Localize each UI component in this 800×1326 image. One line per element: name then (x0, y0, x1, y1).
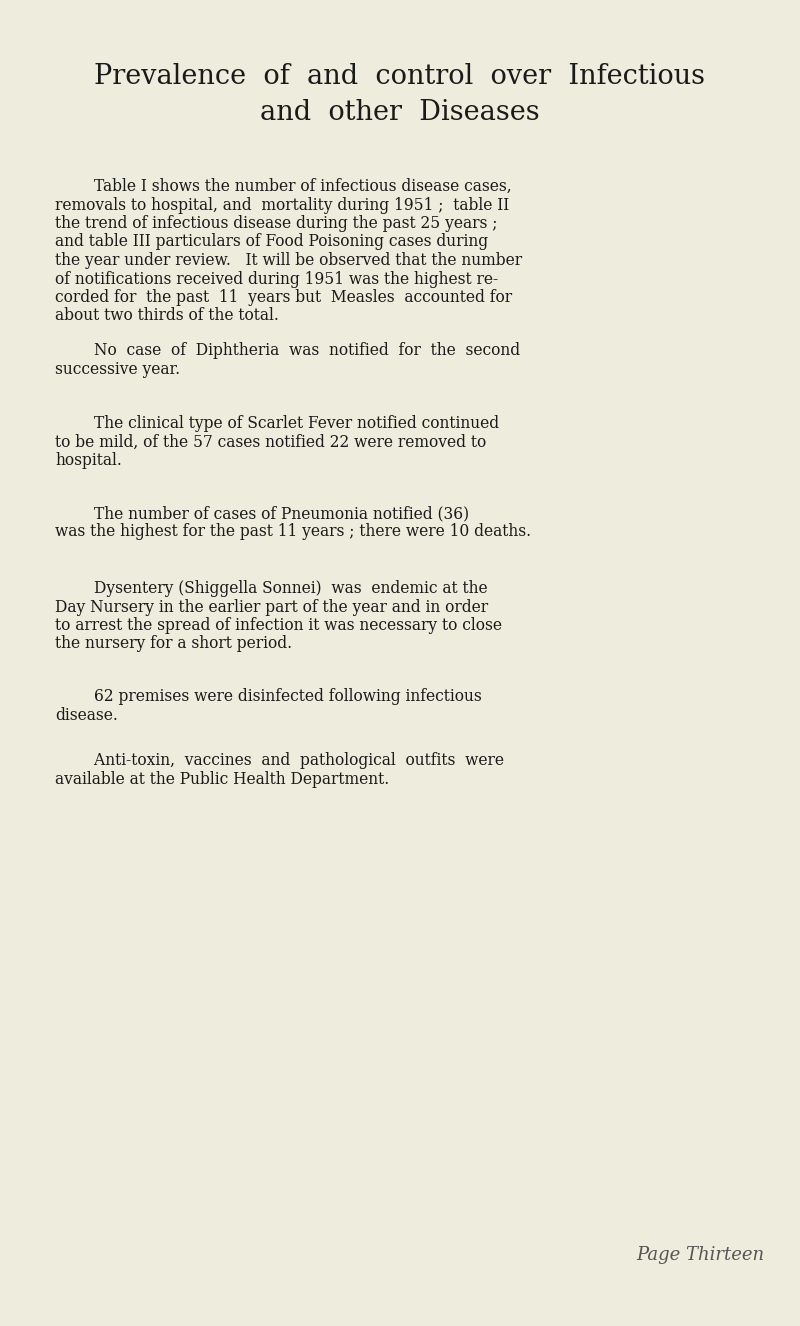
Text: removals to hospital, and  mortality during 1951 ;  table II: removals to hospital, and mortality duri… (55, 196, 510, 213)
Text: The number of cases of Pneumonia notified (36): The number of cases of Pneumonia notifie… (55, 505, 469, 522)
Text: about two thirds of the total.: about two thirds of the total. (55, 308, 279, 325)
Text: Table I shows the number of infectious disease cases,: Table I shows the number of infectious d… (55, 178, 512, 195)
Text: hospital.: hospital. (55, 452, 122, 469)
Text: available at the Public Health Department.: available at the Public Health Departmen… (55, 770, 390, 788)
Text: Prevalence  of  and  control  over  Infectious: Prevalence of and control over Infectiou… (94, 62, 706, 89)
Text: to arrest the spread of infection it was necessary to close: to arrest the spread of infection it was… (55, 617, 502, 634)
Text: successive year.: successive year. (55, 361, 180, 378)
Text: Anti-toxin,  vaccines  and  pathological  outfits  were: Anti-toxin, vaccines and pathological ou… (55, 752, 504, 769)
Text: disease.: disease. (55, 707, 118, 724)
Text: the nursery for a short period.: the nursery for a short period. (55, 635, 292, 652)
Text: Day Nursery in the earlier part of the year and in order: Day Nursery in the earlier part of the y… (55, 598, 488, 615)
Text: of notifications received during 1951 was the highest re-: of notifications received during 1951 wa… (55, 271, 498, 288)
Text: No  case  of  Diphtheria  was  notified  for  the  second: No case of Diphtheria was notified for t… (55, 342, 520, 359)
Text: and  other  Diseases: and other Diseases (260, 98, 540, 126)
Text: and table III particulars of Food Poisoning cases during: and table III particulars of Food Poison… (55, 233, 488, 251)
Text: Dysentery (Shiggella Sonnei)  was  endemic at the: Dysentery (Shiggella Sonnei) was endemic… (55, 579, 488, 597)
Text: the trend of infectious disease during the past 25 years ;: the trend of infectious disease during t… (55, 215, 498, 232)
Text: Page Thirteen: Page Thirteen (636, 1246, 764, 1264)
Text: 62 premises were disinfected following infectious: 62 premises were disinfected following i… (55, 688, 482, 705)
Text: was the highest for the past 11 years ; there were 10 deaths.: was the highest for the past 11 years ; … (55, 524, 531, 541)
Text: the year under review.   It will be observed that the number: the year under review. It will be observ… (55, 252, 522, 269)
Text: The clinical type of Scarlet Fever notified continued: The clinical type of Scarlet Fever notif… (55, 415, 499, 432)
Text: to be mild, of the 57 cases notified 22 were removed to: to be mild, of the 57 cases notified 22 … (55, 434, 486, 451)
Text: corded for  the past  11  years but  Measles  accounted for: corded for the past 11 years but Measles… (55, 289, 512, 306)
